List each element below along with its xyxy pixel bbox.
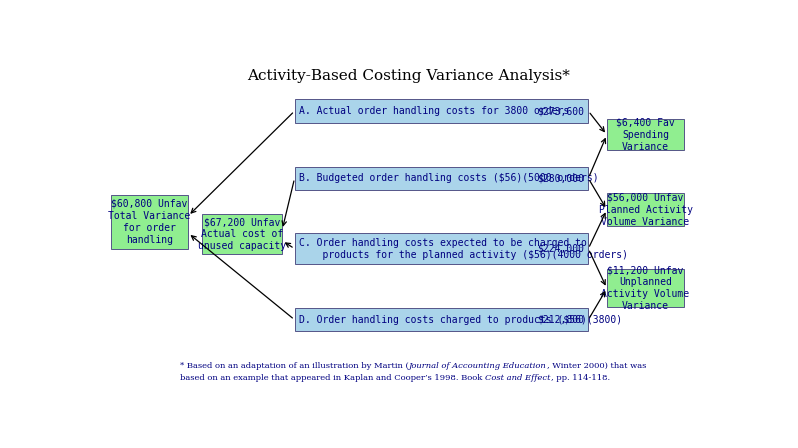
Text: Cost and Effect: Cost and Effect [485, 374, 551, 382]
Text: $273,600: $273,600 [537, 106, 584, 116]
FancyBboxPatch shape [606, 194, 684, 226]
Text: $11,200 Unfav
Unplanned
Activity Volume
Variance: $11,200 Unfav Unplanned Activity Volume … [602, 265, 689, 311]
FancyBboxPatch shape [294, 167, 588, 190]
FancyBboxPatch shape [606, 119, 684, 151]
FancyBboxPatch shape [294, 308, 588, 332]
Text: Journal of Accounting Education: Journal of Accounting Education [409, 362, 547, 370]
FancyBboxPatch shape [606, 269, 684, 307]
Text: $60,800 Unfav
Total Variance
for order
handling: $60,800 Unfav Total Variance for order h… [109, 199, 191, 245]
Text: D. Order handling costs charged to products ($56)(3800): D. Order handling costs charged to produ… [299, 315, 622, 325]
Text: $212,800: $212,800 [537, 315, 584, 325]
Text: * Based on an adaptation of an illustration by Martin (: * Based on an adaptation of an illustrat… [180, 362, 409, 370]
Text: $6,400 Fav
Spending
Variance: $6,400 Fav Spending Variance [616, 118, 675, 152]
Text: $67,200 Unfav
Actual cost of
unused capacity: $67,200 Unfav Actual cost of unused capa… [198, 217, 286, 251]
Text: $280,000: $280,000 [537, 173, 584, 183]
Text: , Winter 2000) that was: , Winter 2000) that was [547, 362, 646, 370]
Text: A. Actual order handling costs for 3800 orders: A. Actual order handling costs for 3800 … [299, 106, 569, 116]
FancyBboxPatch shape [202, 214, 282, 254]
FancyBboxPatch shape [294, 99, 588, 123]
Text: $56,000 Unfav
Planned Activity
Volume Variance: $56,000 Unfav Planned Activity Volume Va… [598, 193, 693, 227]
Text: C. Order handling costs expected to be charged to
    products for the planned a: C. Order handling costs expected to be c… [299, 237, 628, 260]
Text: Activity-Based Costing Variance Analysis*: Activity-Based Costing Variance Analysis… [247, 69, 571, 83]
Text: , pp. 114-118.: , pp. 114-118. [551, 374, 610, 382]
Text: $224,000: $224,000 [537, 244, 584, 254]
FancyBboxPatch shape [294, 233, 588, 264]
Text: B. Budgeted order handling costs ($56)(5000 orders): B. Budgeted order handling costs ($56)(5… [299, 173, 598, 183]
FancyBboxPatch shape [111, 195, 188, 249]
Text: based on an example that appeared in Kaplan and Cooper’s 1998. Book: based on an example that appeared in Kap… [180, 374, 485, 382]
